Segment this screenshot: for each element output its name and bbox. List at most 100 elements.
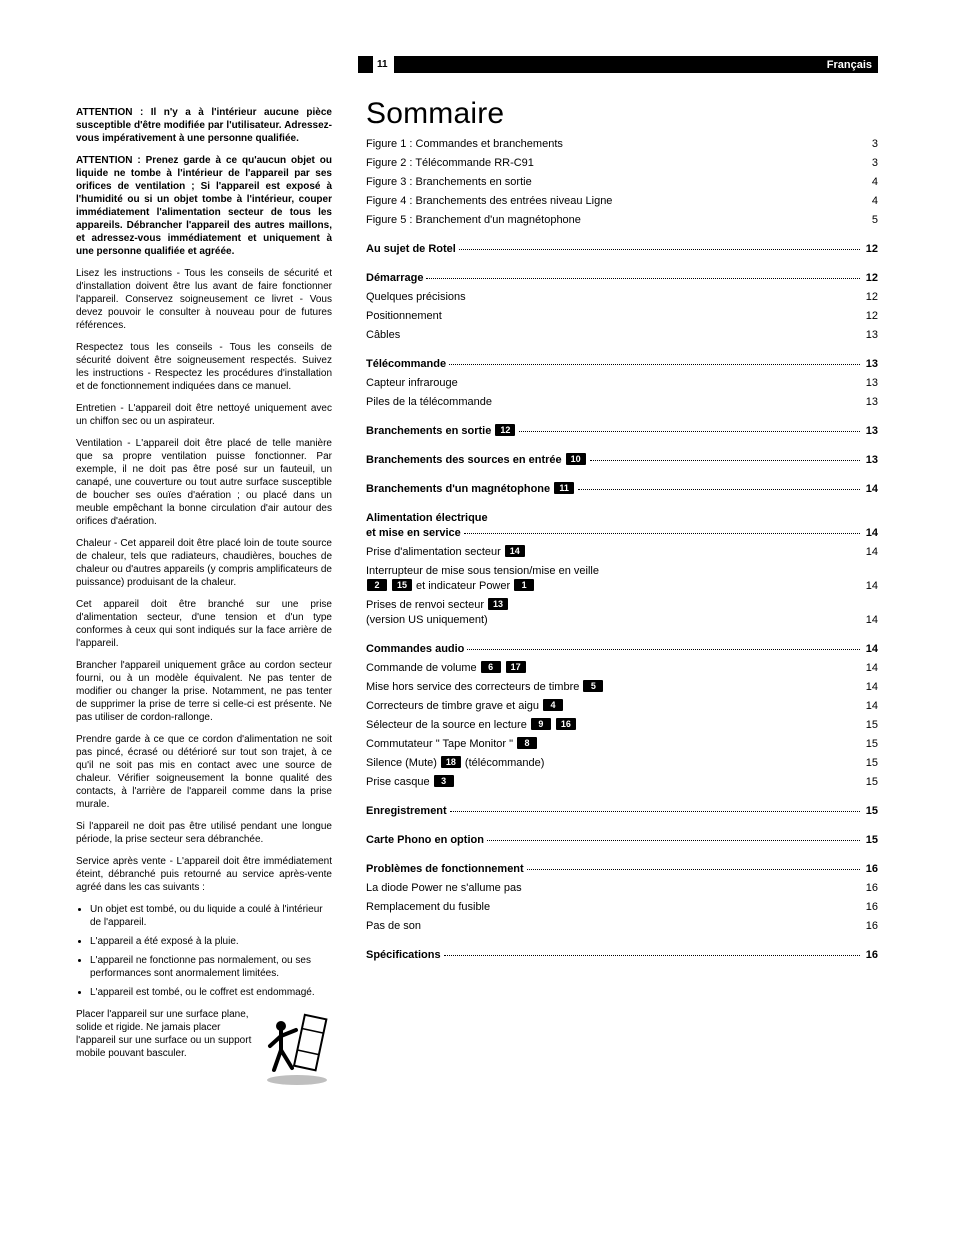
- figure-row: Figure 2 : Télécommande RR-C913: [366, 156, 878, 171]
- toc-label: Remplacement du fusible: [366, 900, 490, 915]
- para-chaleur: Chaleur - Cet appareil doit être placé l…: [76, 537, 332, 589]
- toc-label: 215 et indicateur Power 1: [366, 579, 535, 594]
- ref-number: 8: [517, 737, 537, 749]
- bullet-list: Un objet est tombé, ou du liquide a coul…: [76, 903, 332, 999]
- para-respect: Respectez tous les conseils - Tous les c…: [76, 341, 332, 393]
- toc-label: Enregistrement: [366, 804, 860, 819]
- toc-label: Sélecteur de la source en lecture916: [366, 718, 577, 733]
- ref-number: 15: [392, 579, 412, 591]
- figure-page: 4: [872, 194, 878, 209]
- toc-row: Piles de la télécommande13: [366, 395, 878, 410]
- toc-label: et mise en service: [366, 526, 461, 541]
- toc-page: 13: [866, 424, 878, 439]
- toc-row: Branchements en sortie12 13: [366, 424, 878, 439]
- toc-label: Mise hors service des correcteurs de tim…: [366, 680, 604, 695]
- toc-label: Démarrage: [366, 271, 860, 286]
- toc-label: Capteur infrarouge: [366, 376, 458, 391]
- para-service: Service après vente - L'appareil doit êt…: [76, 855, 332, 894]
- tilt-warning-icon: [262, 1008, 332, 1086]
- figure-label: Figure 4 : Branchements des entrées nive…: [366, 194, 612, 209]
- toc-page: 13: [866, 328, 878, 343]
- toc-page: 14: [866, 579, 878, 594]
- figure-page: 3: [872, 156, 878, 171]
- toc-page: 14: [866, 613, 878, 628]
- ref-number: 6: [481, 661, 501, 673]
- bullet-item: Un objet est tombé, ou du liquide a coul…: [90, 903, 332, 929]
- toc-label: Correcteurs de timbre grave et aigu4: [366, 699, 564, 714]
- toc-label: Piles de la télécommande: [366, 395, 492, 410]
- bullet-item: L'appareil ne fonctionne pas normalement…: [90, 954, 332, 980]
- warning-1: ATTENTION : Il n'y a à l'intérieur aucun…: [76, 106, 332, 145]
- ref-number: 16: [556, 718, 576, 730]
- para-cordon: Brancher l'appareil uniquement grâce au …: [76, 659, 332, 724]
- figure-page: 5: [872, 213, 878, 228]
- toc-label: Commutateur " Tape Monitor "8: [366, 737, 538, 752]
- sommaire-title: Sommaire: [366, 106, 878, 121]
- bullet-item: L'appareil a été exposé à la pluie.: [90, 935, 332, 948]
- toc-label: Positionnement: [366, 309, 442, 324]
- toc-row: Mise hors service des correcteurs de tim…: [366, 680, 878, 695]
- toc-label: Spécifications: [366, 948, 860, 963]
- toc-label: Prises de renvoi secteur13: [366, 598, 878, 613]
- ref-number: 10: [566, 453, 586, 465]
- toc-label: Branchements en sortie12: [366, 424, 860, 439]
- toc-page: 16: [866, 919, 878, 934]
- toc-row: Câbles 13: [366, 328, 878, 343]
- para-branche: Cet appareil doit être branché sur une p…: [76, 598, 332, 650]
- ref-number: 3: [434, 775, 454, 787]
- toc-label: Alimentation électrique: [366, 511, 860, 526]
- toc-label: Carte Phono en option: [366, 833, 860, 848]
- toc-row: Prise d'alimentation secteur1414: [366, 545, 878, 560]
- toc-label: Câbles: [366, 328, 400, 343]
- para-periode: Si l'appareil ne doit pas être utilisé p…: [76, 820, 332, 846]
- figure-label: Figure 3 : Branchements en sortie: [366, 175, 532, 190]
- figure-row: Figure 4 : Branchements des entrées nive…: [366, 194, 878, 209]
- toc-page: 12: [866, 309, 878, 324]
- para-ventilation: Ventilation - L'appareil doit être placé…: [76, 437, 332, 528]
- toc-page: 16: [866, 862, 878, 877]
- toc-label: Problèmes de fonctionnement: [366, 862, 860, 877]
- toc-row: Correcteurs de timbre grave et aigu4 14: [366, 699, 878, 714]
- figure-page: 3: [872, 137, 878, 152]
- toc-page: 12: [866, 290, 878, 305]
- toc-row: Démarrage12: [366, 271, 878, 286]
- toc-page: 14: [866, 482, 878, 497]
- figure-list: Figure 1 : Commandes et branchements3Fig…: [366, 137, 878, 228]
- toc-label: Prise d'alimentation secteur14: [366, 545, 526, 560]
- toc-row: Commande de volume617 14: [366, 661, 878, 676]
- toc-label: Branchements d'un magnétophone11: [366, 482, 860, 497]
- header-bar: 11 Français: [358, 56, 878, 73]
- toc-page: 16: [866, 881, 878, 896]
- ref-number: 18: [441, 756, 461, 768]
- toc-label: Commande de volume617: [366, 661, 527, 676]
- toc-page: 14: [866, 699, 878, 714]
- toc-page: 13: [866, 376, 878, 391]
- toc-page: 13: [866, 453, 878, 468]
- toc-page: 14: [866, 680, 878, 695]
- ref-number: 5: [583, 680, 603, 692]
- toc-label: Au sujet de Rotel: [366, 242, 860, 257]
- ref-number: 1: [514, 579, 534, 591]
- ref-number: 9: [531, 718, 551, 730]
- toc-row: Branchements d'un magnétophone11 14: [366, 482, 878, 497]
- para-entretien: Entretien - L'appareil doit être nettoyé…: [76, 402, 332, 428]
- toc-page: 15: [866, 833, 878, 848]
- toc-row: Commutateur " Tape Monitor "8 15: [366, 737, 878, 752]
- ref-number: 13: [488, 598, 508, 610]
- toc-row: Problèmes de fonctionnement 16: [366, 862, 878, 877]
- toc-label: Silence (Mute)18(télécommande): [366, 756, 544, 771]
- toc-row: Enregistrement15: [366, 804, 878, 819]
- toc-page: 14: [866, 642, 878, 657]
- toc-page: 15: [866, 756, 878, 771]
- figure-page: 4: [872, 175, 878, 190]
- toc-row: Branchements des sources en entrée1013: [366, 453, 878, 468]
- para-read: Lisez les instructions - Tous les consei…: [76, 267, 332, 332]
- left-column: ATTENTION : Il n'y a à l'intérieur aucun…: [76, 106, 332, 1185]
- toc-page: 15: [866, 737, 878, 752]
- toc-page: 16: [866, 900, 878, 915]
- toc-label: (version US uniquement): [366, 613, 488, 628]
- toc-page: 15: [866, 718, 878, 733]
- toc-page: 14: [866, 661, 878, 676]
- page: 11 Français ATTENTION : Il n'y a à l'int…: [0, 0, 954, 1235]
- toc-page: 14: [866, 526, 878, 541]
